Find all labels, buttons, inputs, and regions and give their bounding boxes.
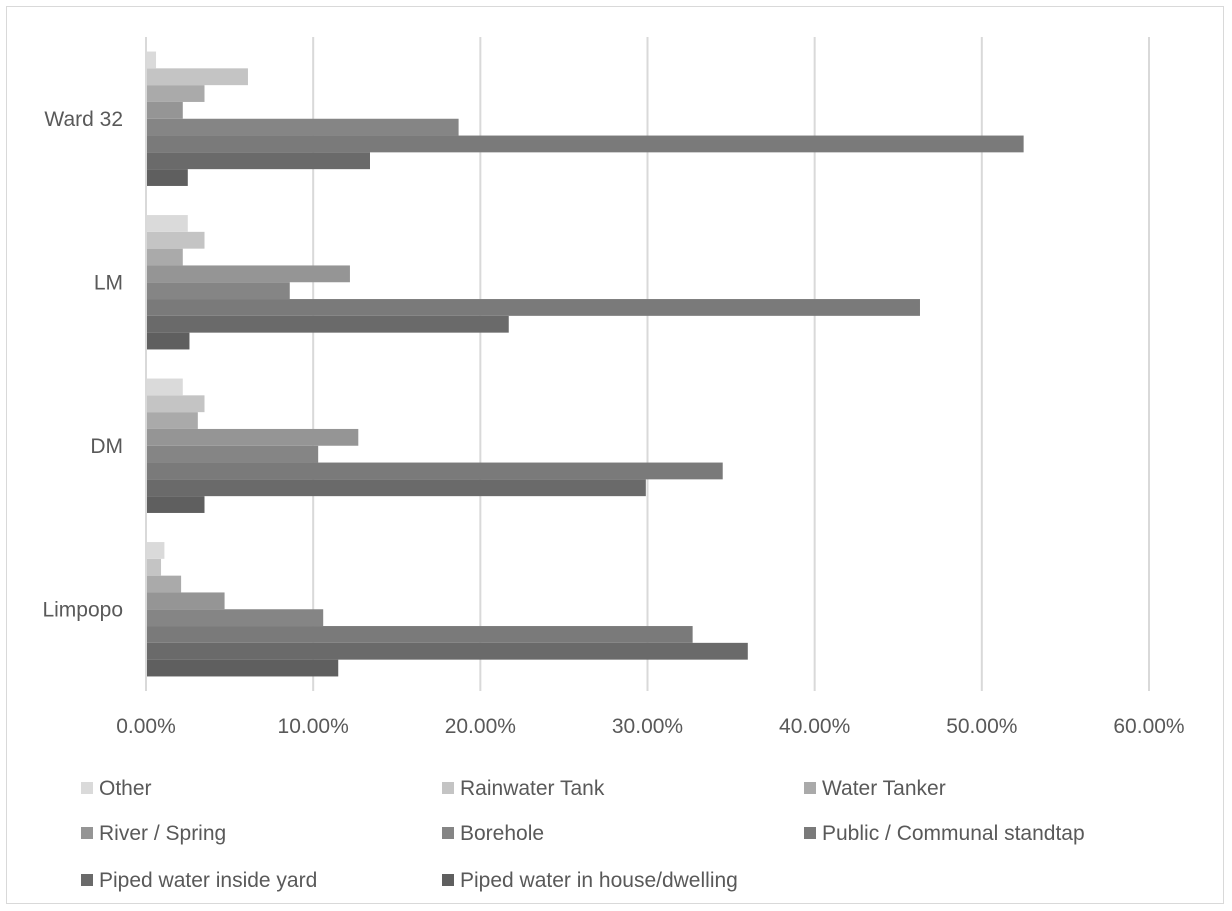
bar-dm-piped-water-in-house-dwelling [146, 496, 205, 513]
legend-label-water-tanker: Water Tanker [822, 777, 946, 800]
bar-limpopo-rainwater-tank [146, 558, 162, 576]
category-label: DM [90, 435, 123, 458]
chart-frame: 0.00% 10.00% 20.00% 30.00% 40.00% 50.00% 60.00… [6, 6, 1224, 904]
bar-dm-water-tanker [146, 412, 198, 429]
legend-swatch-piped-water-in-house-dwelling [442, 874, 454, 886]
x-tick-label: 30.00% [612, 715, 683, 738]
legend-swatch-river-spring [81, 827, 93, 839]
bar-chart: 0.00% 10.00% 20.00% 30.00% 40.00% 50.00% 60.00… [42, 37, 1185, 892]
bar-lm-water-tanker [146, 248, 183, 266]
bar-ward-32-piped-water-in-house-dwelling [146, 169, 188, 186]
legend-label-rainwater-tank: Rainwater Tank [460, 777, 605, 800]
x-tick-label: 10.00% [278, 715, 349, 738]
legend-label-piped-water-in-house-dwelling: Piped water in house/dwelling [460, 869, 738, 892]
category-label: LM [94, 271, 123, 294]
bar-limpopo-water-tanker [146, 575, 182, 593]
bar-limpopo-piped-water-in-house-dwelling [146, 659, 339, 677]
bar-lm-rainwater-tank [146, 231, 205, 249]
bar-ward-32-other [146, 51, 157, 69]
legend-label-borehole: Borehole [460, 822, 544, 845]
legend-swatch-rainwater-tank [442, 782, 454, 794]
legend-swatch-other [81, 782, 93, 794]
bar-ward-32-borehole [146, 118, 459, 136]
bar-lm-borehole [146, 282, 290, 300]
bars [146, 51, 1024, 677]
bar-dm-rainwater-tank [146, 395, 205, 413]
bar-limpopo-public-communal-standtap [146, 626, 693, 643]
x-tick-label: 40.00% [779, 715, 850, 738]
bar-limpopo-river-spring [146, 592, 225, 610]
legend-swatch-piped-water-inside-yard [81, 874, 93, 886]
bar-lm-public-communal-standtap [146, 299, 920, 316]
bar-lm-river-spring [146, 265, 350, 283]
legend-swatch-water-tanker [804, 782, 816, 794]
bar-dm-piped-water-inside-yard [146, 479, 646, 497]
bar-limpopo-borehole [146, 609, 324, 627]
bar-dm-borehole [146, 445, 319, 463]
legend-label-river-spring: River / Spring [99, 822, 226, 845]
category-label: Ward 32 [44, 108, 123, 131]
bar-ward-32-piped-water-inside-yard [146, 152, 370, 170]
bar-limpopo-piped-water-inside-yard [146, 642, 748, 660]
bar-dm-other [146, 378, 183, 396]
x-tick-label: 50.00% [946, 715, 1017, 738]
x-tick-label: 0.00% [116, 715, 176, 738]
bar-lm-piped-water-inside-yard [146, 315, 509, 333]
category-label: Limpopo [42, 598, 123, 621]
legend-swatch-public-communal-standtap [804, 827, 816, 839]
legend: Other Rainwater Tank Water Tanker River / S… [81, 777, 1085, 892]
x-tick-label: 20.00% [445, 715, 516, 738]
bar-lm-piped-water-in-house-dwelling [146, 332, 190, 350]
bar-ward-32-river-spring [146, 101, 183, 119]
bar-ward-32-rainwater-tank [146, 68, 248, 86]
bar-dm-public-communal-standtap [146, 462, 723, 480]
legend-swatch-borehole [442, 827, 454, 839]
bar-dm-river-spring [146, 428, 359, 446]
bar-limpopo-other [146, 542, 165, 559]
bar-ward-32-water-tanker [146, 85, 205, 102]
axes: 0.00% 10.00% 20.00% 30.00% 40.00% 50.00% 60.00… [42, 37, 1185, 738]
bar-ward-32-public-communal-standtap [146, 135, 1024, 153]
bar-lm-other [146, 215, 188, 232]
legend-label-public-communal-standtap: Public / Communal standtap [822, 822, 1085, 845]
legend-label-other: Other [99, 777, 152, 800]
x-tick-label: 60.00% [1113, 715, 1184, 738]
legend-label-piped-water-inside-yard: Piped water inside yard [99, 869, 317, 892]
